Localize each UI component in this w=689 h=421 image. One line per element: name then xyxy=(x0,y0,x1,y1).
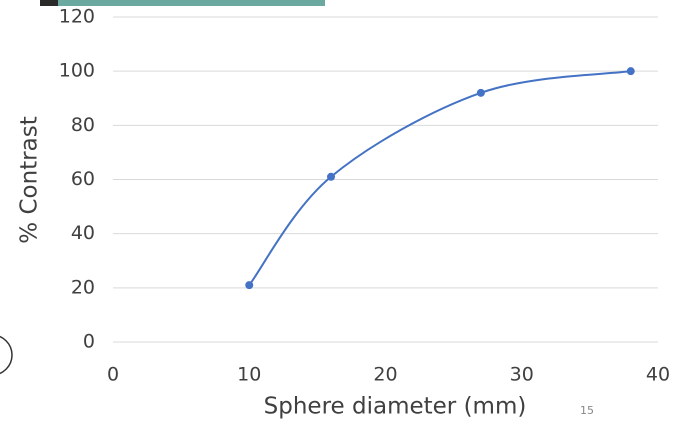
y-tick-label: 120 xyxy=(59,6,95,28)
x-tick-label: 30 xyxy=(510,364,534,386)
y-axis-title: % Contrast xyxy=(17,116,43,243)
x-tick-label: 40 xyxy=(646,364,670,386)
y-tick-label: 60 xyxy=(71,168,95,190)
x-tick-label: 20 xyxy=(373,364,397,386)
y-tick-label: 80 xyxy=(71,114,95,136)
data-point xyxy=(626,67,635,76)
series-line xyxy=(248,70,631,286)
x-tick-label: 10 xyxy=(237,364,261,386)
y-tick-label: 0 xyxy=(83,331,95,353)
decor-circle xyxy=(0,335,13,375)
x-axis-title: Sphere diameter (mm) xyxy=(264,394,527,420)
data-point xyxy=(476,88,485,97)
page-number: 15 xyxy=(580,404,594,417)
image-fragment xyxy=(40,0,325,6)
y-tick-label: 20 xyxy=(71,276,95,298)
data-point xyxy=(327,172,335,181)
image-fragment xyxy=(40,0,58,6)
x-tick-label: 0 xyxy=(107,364,119,386)
y-tick-label: 100 xyxy=(59,60,95,82)
data-point xyxy=(245,281,254,290)
y-tick-label: 40 xyxy=(71,222,95,244)
